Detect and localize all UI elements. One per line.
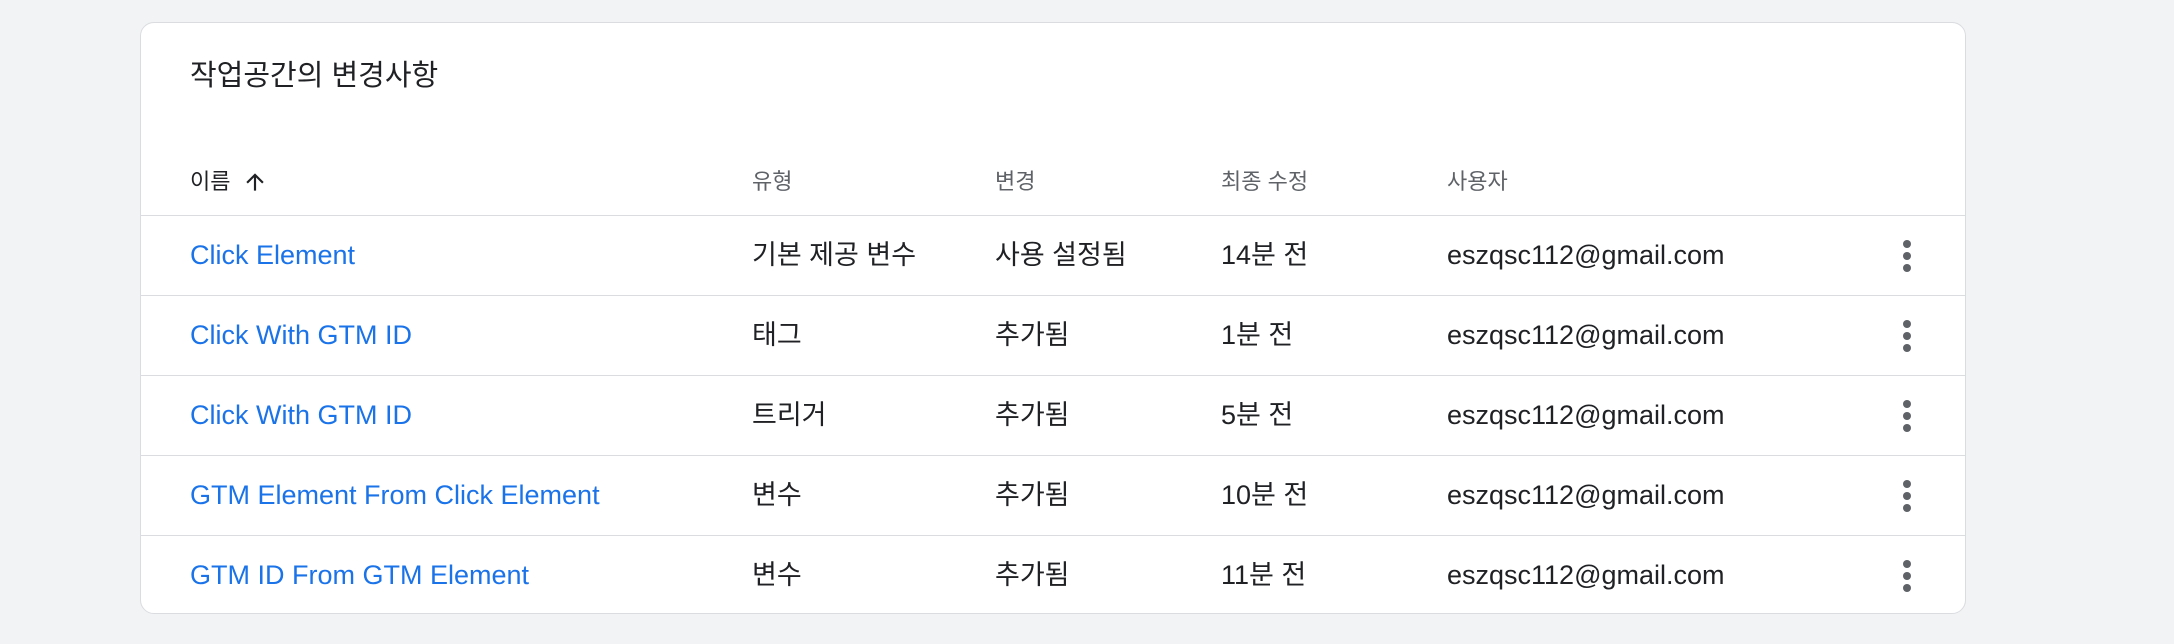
row-name-link[interactable]: Click Element bbox=[190, 240, 356, 270]
column-header-change: 변경 bbox=[995, 169, 1036, 194]
more-vertical-icon bbox=[1903, 480, 1911, 512]
row-modified: 14분 전 bbox=[1221, 240, 1309, 270]
row-menu-button[interactable] bbox=[1887, 236, 1927, 276]
table-row: GTM ID From GTM Element 변수 추가됨 11분 전 esz… bbox=[141, 535, 1965, 613]
row-modified: 11분 전 bbox=[1221, 560, 1307, 590]
row-type: 변수 bbox=[752, 560, 802, 590]
table-row: Click With GTM ID 태그 추가됨 1분 전 eszqsc112@… bbox=[141, 295, 1965, 375]
row-change: 추가됨 bbox=[995, 560, 1070, 590]
row-user: eszqsc112@gmail.com bbox=[1447, 400, 1725, 430]
table-row: GTM Element From Click Element 변수 추가됨 10… bbox=[141, 455, 1965, 535]
more-vertical-icon bbox=[1903, 560, 1911, 592]
row-menu-button[interactable] bbox=[1887, 556, 1927, 596]
row-change: 추가됨 bbox=[995, 320, 1070, 350]
row-change: 추가됨 bbox=[995, 480, 1070, 510]
column-header-user: 사용자 bbox=[1447, 169, 1508, 194]
row-user: eszqsc112@gmail.com bbox=[1447, 240, 1725, 270]
table-header: 이름 유형 변경 최종 수정 사용자 bbox=[141, 151, 1965, 207]
row-type: 기본 제공 변수 bbox=[752, 240, 917, 270]
row-type: 트리거 bbox=[752, 400, 827, 430]
row-name-link[interactable]: GTM ID From GTM Element bbox=[190, 560, 530, 590]
table-row: Click Element 기본 제공 변수 사용 설정됨 14분 전 eszq… bbox=[141, 215, 1965, 295]
card-title: 작업공간의 변경사항 bbox=[190, 60, 439, 92]
table-row: Click With GTM ID 트리거 추가됨 5분 전 eszqsc112… bbox=[141, 375, 1965, 455]
row-name-link[interactable]: Click With GTM ID bbox=[190, 400, 412, 430]
row-modified: 1분 전 bbox=[1221, 320, 1294, 350]
row-user: eszqsc112@gmail.com bbox=[1447, 480, 1725, 510]
row-name-link[interactable]: GTM Element From Click Element bbox=[190, 480, 600, 510]
row-type: 태그 bbox=[752, 320, 802, 350]
row-menu-button[interactable] bbox=[1887, 316, 1927, 356]
more-vertical-icon bbox=[1903, 240, 1911, 272]
row-change: 추가됨 bbox=[995, 400, 1070, 430]
row-user: eszqsc112@gmail.com bbox=[1447, 560, 1725, 590]
row-user: eszqsc112@gmail.com bbox=[1447, 320, 1725, 350]
more-vertical-icon bbox=[1903, 320, 1911, 352]
arrow-up-icon[interactable] bbox=[242, 169, 268, 195]
row-name-link[interactable]: Click With GTM ID bbox=[190, 320, 412, 350]
row-menu-button[interactable] bbox=[1887, 396, 1927, 436]
row-modified: 5분 전 bbox=[1221, 400, 1294, 430]
workspace-changes-card: 작업공간의 변경사항 이름 유형 변경 최종 수정 사용자 Click Elem… bbox=[140, 22, 1966, 614]
changes-table-body: Click Element 기본 제공 변수 사용 설정됨 14분 전 eszq… bbox=[141, 215, 1965, 613]
column-header-name-label: 이름 bbox=[190, 169, 231, 194]
column-header-type: 유형 bbox=[752, 169, 793, 194]
more-vertical-icon bbox=[1903, 400, 1911, 432]
row-change: 사용 설정됨 bbox=[995, 240, 1127, 270]
row-modified: 10분 전 bbox=[1221, 480, 1309, 510]
row-menu-button[interactable] bbox=[1887, 476, 1927, 516]
column-header-modified: 최종 수정 bbox=[1221, 169, 1309, 194]
column-header-name[interactable]: 이름 bbox=[190, 169, 268, 195]
row-type: 변수 bbox=[752, 480, 802, 510]
